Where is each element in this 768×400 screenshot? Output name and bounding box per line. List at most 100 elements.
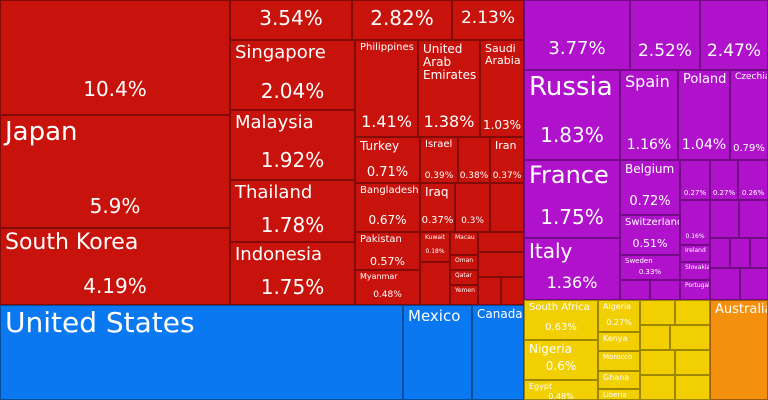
cell-name: Algeria <box>603 302 632 311</box>
treemap-cell: Saudi Arabia 1.03% <box>480 40 524 137</box>
unlabeled-cell <box>640 325 670 350</box>
treemap-cell: Kuwait 0.18% <box>420 232 450 262</box>
cell-value: 0.18% <box>425 248 445 255</box>
treemap-cell: Ireland <box>680 245 710 262</box>
treemap-cell: Japan 5.9% <box>0 115 230 228</box>
unlabeled-cell <box>730 238 750 268</box>
cell-name: Iran <box>495 139 517 152</box>
unlabeled-cell <box>740 268 768 300</box>
unlabeled-cell <box>675 350 710 375</box>
treemap-cell: 2.52% <box>630 0 700 70</box>
cell-value: 0.26% <box>741 188 765 197</box>
cell-name: Ireland <box>685 247 706 254</box>
cell-value: 1.83% <box>540 123 604 147</box>
treemap-cell: Poland 1.04% <box>678 70 730 160</box>
treemap-cell: France 1.75% <box>524 160 620 238</box>
cell-name: Malaysia <box>235 112 314 133</box>
unlabeled-cell <box>640 300 675 325</box>
treemap-cell: Algeria 0.27% <box>598 300 640 332</box>
treemap-cell: Spain 1.16% <box>620 70 678 160</box>
cell-value: 0.48% <box>373 289 402 300</box>
treemap-cell: Oman <box>450 255 478 270</box>
cell-value: 0.37% <box>421 215 454 226</box>
treemap-cell: Macau <box>450 232 478 255</box>
cell-value: 3.54% <box>259 6 323 30</box>
cell-value: 0.27% <box>683 188 707 197</box>
cell-name: Pakistan <box>360 234 402 245</box>
cell-name: Japan <box>5 117 78 147</box>
unlabeled-cell <box>750 238 768 268</box>
treemap-cell: Nigeria 0.6% <box>524 340 598 380</box>
treemap-cell: Switzerland 0.51% <box>620 215 680 255</box>
cell-value: 1.78% <box>260 213 325 237</box>
cell-name: Israel <box>425 139 453 150</box>
cell-name: Ghana <box>603 373 630 382</box>
treemap-cell: Qatar <box>450 270 478 285</box>
cell-name: Switzerland <box>625 217 680 228</box>
cell-value: 0.27% <box>606 318 632 327</box>
treemap-cell: 0.3% <box>455 183 490 232</box>
cell-value: 1.36% <box>546 273 598 292</box>
cell-value: 0.38% <box>459 170 489 181</box>
cell-value: 0.67% <box>368 213 407 227</box>
treemap-cell: Kenya <box>598 332 640 351</box>
cell-name: Macau <box>455 234 475 241</box>
unlabeled-cell <box>640 375 675 400</box>
unlabeled-cell <box>739 200 768 238</box>
unlabeled-cell <box>710 200 739 238</box>
cell-value: 0.48% <box>548 392 574 400</box>
unlabeled-cell <box>478 277 501 305</box>
cell-name: Poland <box>683 72 727 87</box>
cell-name: France <box>529 161 609 189</box>
unlabeled-cell <box>710 238 730 268</box>
cell-value: 4.19% <box>83 274 147 298</box>
treemap-cell: Australia <box>710 300 768 400</box>
cell-name: Bangladesh <box>360 185 419 196</box>
cell-name: Iraq <box>425 185 449 199</box>
treemap-cell: 3.54% <box>230 0 352 40</box>
cell-value: 0.27% <box>712 188 736 197</box>
treemap-cell: Czechia 0.79% <box>730 70 768 160</box>
cell-name: Nigeria <box>529 342 572 356</box>
treemap-cell: Russia 1.83% <box>524 70 620 160</box>
treemap-cell: Philippines 1.41% <box>355 40 418 137</box>
treemap-cell: Indonesia 1.75% <box>230 242 355 305</box>
treemap-cell: Portugal <box>680 280 710 300</box>
cell-value: 1.41% <box>361 112 412 131</box>
treemap-cell: Slovakia <box>680 262 710 280</box>
treemap-cell: 0.38% <box>458 137 490 183</box>
cell-value: 2.04% <box>260 79 325 103</box>
cell-value: 0.39% <box>424 170 454 181</box>
treemap-cell: 0.16% <box>680 200 710 245</box>
cell-name: Czechia <box>735 72 768 82</box>
treemap-cell: Malaysia 1.92% <box>230 110 355 180</box>
treemap-cell: 2.47% <box>700 0 768 70</box>
treemap-cell: South Korea 4.19% <box>0 228 230 305</box>
treemap-cell: 10.4% <box>0 0 230 115</box>
treemap-cell: South Africa 0.63% <box>524 300 598 340</box>
unlabeled-cell <box>478 232 524 252</box>
cell-name: Liberia <box>603 391 627 399</box>
unlabeled-cell <box>675 300 710 325</box>
cell-name: Philippines <box>360 42 414 53</box>
cell-name: Italy <box>529 239 573 263</box>
cell-value: 0.71% <box>366 164 409 180</box>
unlabeled-cell <box>640 350 675 375</box>
treemap-cell: Turkey 0.71% <box>355 137 420 183</box>
treemap-cell: United Arab Emirates 1.38% <box>418 40 480 137</box>
cell-value: 1.75% <box>540 205 604 229</box>
treemap-cell: Iraq 0.37% <box>420 183 455 232</box>
cell-name: Turkey <box>360 139 400 153</box>
cell-value: 0.33% <box>638 267 662 276</box>
treemap-cell: Ghana <box>598 371 640 389</box>
unlabeled-cell <box>620 280 650 300</box>
unlabeled-cell <box>710 268 740 300</box>
cell-name: South Korea <box>5 230 139 255</box>
cell-name: Canada <box>477 307 523 321</box>
treemap-cell: 2.82% <box>352 0 452 40</box>
cell-value: 5.9% <box>89 194 141 218</box>
treemap-cell: 0.27% <box>680 160 710 200</box>
treemap-cell: Pakistan 0.57% <box>355 232 420 270</box>
cell-name: Russia <box>529 72 613 102</box>
